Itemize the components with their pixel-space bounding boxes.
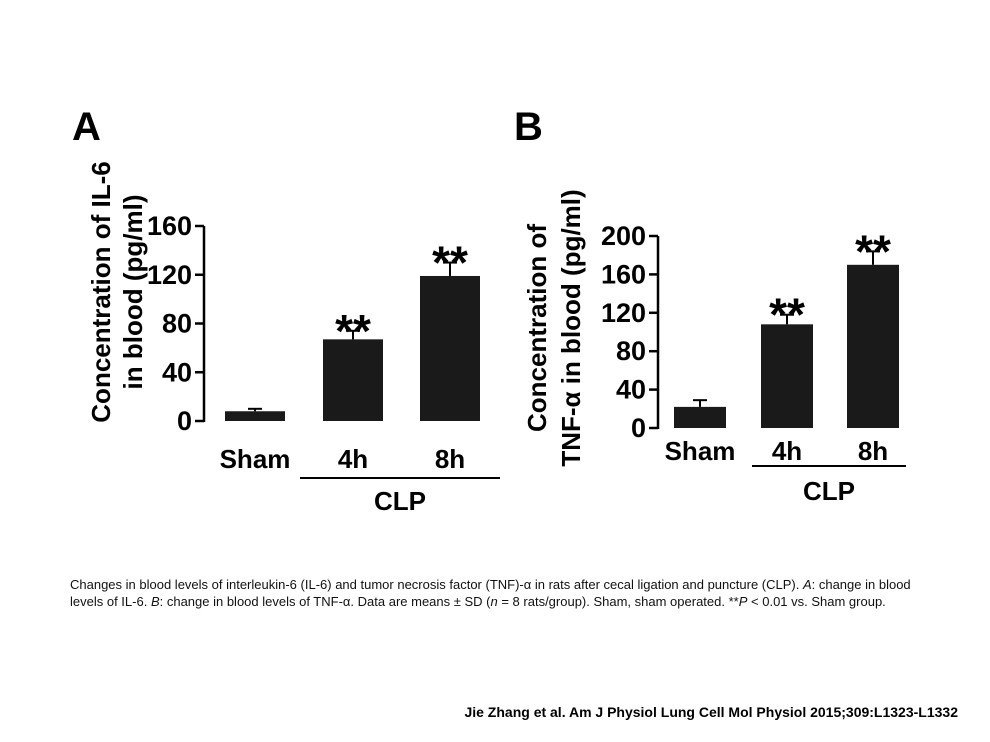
category-label-b-0: Sham xyxy=(665,436,736,466)
y-tick-label-a: 160 xyxy=(147,211,192,241)
y-axis-label-line2-b: TNF-α in blood (pg/ml) xyxy=(556,189,586,466)
bar-b-1 xyxy=(761,324,813,428)
caption-p-label: P xyxy=(738,594,748,609)
figure-caption: Changes in blood levels of interleukin-6… xyxy=(70,576,940,610)
caption-n-label: n xyxy=(490,594,498,609)
y-tick-label-b: 200 xyxy=(601,221,646,251)
panel-label-b: B xyxy=(514,105,543,149)
y-tick-label-a: 40 xyxy=(162,357,192,387)
category-label-a-1: 4h xyxy=(338,444,368,474)
y-axis-label-line1-a: Concentration of IL-6 xyxy=(86,161,116,422)
bar-a-2 xyxy=(420,275,480,421)
y-tick-label-a: 120 xyxy=(147,260,192,290)
caption-panel-a-label: A xyxy=(802,577,812,592)
chart-panel-b: B Concentration of TNF-α in blood (pg/ml) 0… xyxy=(514,105,906,506)
caption-text-3: : change in blood levels of TNF-α. Data … xyxy=(159,594,491,609)
category-label-a-2: 8h xyxy=(435,444,465,474)
category-label-b-2: 8h xyxy=(858,436,888,466)
group-label-b: CLP xyxy=(803,476,855,506)
category-label-b-1: 4h xyxy=(772,436,802,466)
y-tick-label-b: 0 xyxy=(631,413,646,443)
caption-text-5: < 0.01 vs. Sham group. xyxy=(747,594,886,609)
caption-text-4: = 8 rats/group). Sham, sham operated. ** xyxy=(497,594,739,609)
y-tick-label-a: 0 xyxy=(177,406,192,436)
caption-text-1: Changes in blood levels of interleukin-6… xyxy=(70,577,803,592)
bar-a-0 xyxy=(225,411,285,421)
caption-text-2: : change in blood levels of IL-6. xyxy=(70,577,911,609)
significance-marker-a-2: ** xyxy=(432,237,468,289)
category-label-a-0: Sham xyxy=(220,444,291,474)
caption-panel-b-label: B xyxy=(150,594,160,609)
significance-marker-b-2: ** xyxy=(855,225,891,277)
y-tick-label-b: 80 xyxy=(616,336,646,366)
bar-a-1 xyxy=(323,339,383,421)
bar-b-2 xyxy=(847,264,899,428)
chart-panel-a: A Concentration of IL-6 in blood (pg/ml) 0 4… xyxy=(72,105,500,516)
y-axis-label-line1-b: Concentration of xyxy=(522,224,552,432)
citation: Jie Zhang et al. Am J Physiol Lung Cell … xyxy=(464,704,958,720)
y-tick-label-a: 80 xyxy=(162,309,192,339)
panel-label-a: A xyxy=(72,105,101,149)
significance-marker-b-1: ** xyxy=(769,289,805,341)
significance-marker-a-1: ** xyxy=(335,305,371,357)
y-tick-label-b: 160 xyxy=(601,259,646,289)
y-axis-label-line2-a: in blood (pg/ml) xyxy=(118,195,148,390)
group-label-a: CLP xyxy=(374,486,426,516)
bar-b-0 xyxy=(674,406,726,428)
y-tick-label-b: 40 xyxy=(616,375,646,405)
figure-panels: A Concentration of IL-6 in blood (pg/ml) 0 4… xyxy=(72,105,906,516)
y-tick-label-b: 120 xyxy=(601,298,646,328)
